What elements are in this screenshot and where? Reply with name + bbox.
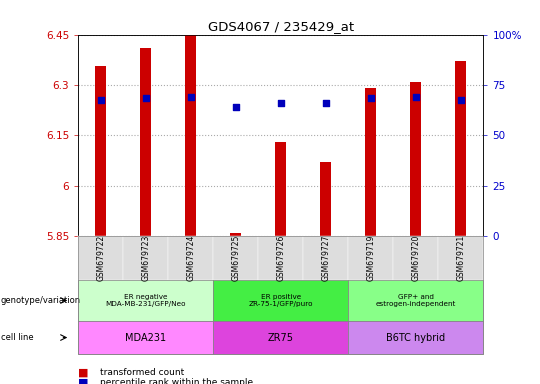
Point [232,104,240,110]
Point [411,94,420,100]
Bar [95,66,106,236]
Text: GSM679724: GSM679724 [186,235,195,281]
Text: ZR75: ZR75 [268,333,294,343]
Text: transformed count: transformed count [100,368,184,377]
Text: ER negative
MDA-MB-231/GFP/Neo: ER negative MDA-MB-231/GFP/Neo [105,294,186,307]
Text: GSM679719: GSM679719 [366,235,375,281]
Text: genotype/variation: genotype/variation [1,296,80,305]
Bar [455,61,467,236]
Text: ■: ■ [78,368,89,378]
Title: GDS4067 / 235429_at: GDS4067 / 235429_at [208,20,354,33]
Point [276,100,285,106]
Bar [230,233,241,236]
Text: MDA231: MDA231 [125,333,166,343]
Text: GSM679726: GSM679726 [276,235,285,281]
Bar [275,142,286,236]
Text: GSM679727: GSM679727 [321,235,330,281]
Bar [185,31,197,236]
Bar [410,82,421,236]
Text: B6TC hybrid: B6TC hybrid [386,333,445,343]
Text: GSM679720: GSM679720 [411,235,420,281]
Bar [365,88,376,236]
Point [456,97,465,103]
Bar [140,48,151,236]
Point [321,100,330,106]
Text: cell line: cell line [1,333,33,342]
Text: GSM679721: GSM679721 [456,235,465,281]
Point [141,95,150,101]
Point [97,97,105,103]
Point [367,95,375,101]
Text: GFP+ and
estrogen-independent: GFP+ and estrogen-independent [376,294,456,307]
Text: ■: ■ [78,378,89,384]
Text: GSM679723: GSM679723 [141,235,150,281]
Point [186,94,195,100]
Text: GSM679725: GSM679725 [231,235,240,281]
Text: ER positive
ZR-75-1/GFP/puro: ER positive ZR-75-1/GFP/puro [248,294,313,307]
Text: percentile rank within the sample: percentile rank within the sample [100,378,253,384]
Text: GSM679722: GSM679722 [96,235,105,281]
Bar [320,162,332,236]
